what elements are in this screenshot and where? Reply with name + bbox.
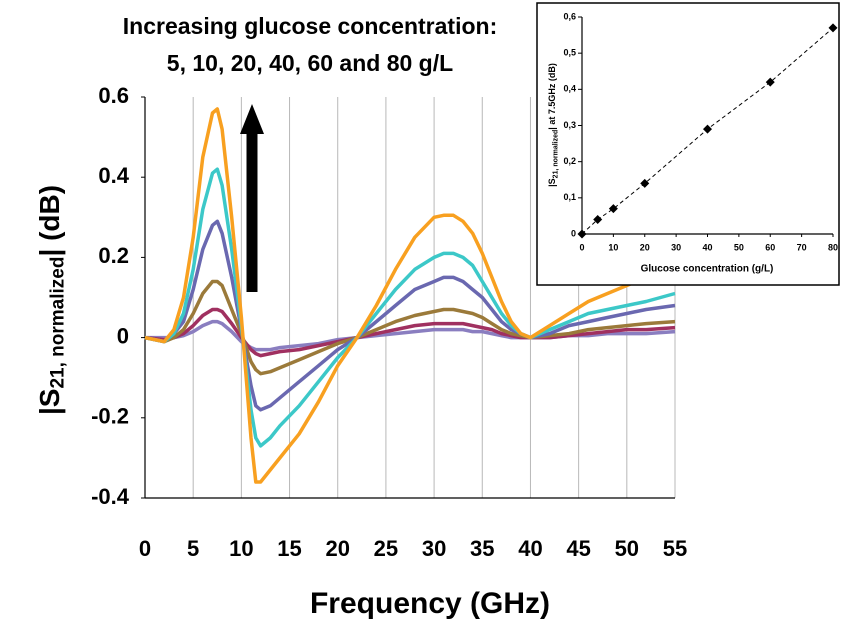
x-tick-label: 10: [608, 242, 618, 252]
x-tick-label: 25: [374, 536, 398, 561]
y-axis-label: |S21, normalized| (dB): [34, 185, 68, 415]
x-tick-label: 15: [277, 536, 301, 561]
x-tick-label: 35: [470, 536, 494, 561]
y-axis-label-part: | at 7.5GHz (dB): [547, 63, 557, 130]
x-axis-label: Glucose concentration (g/L): [641, 264, 774, 275]
y-axis-label-part: | (dB): [34, 185, 65, 257]
y-axis-label-part: 21, normalized: [48, 257, 69, 389]
inset-chart: 0 10 20 30 40 50 60 70 80 0 0,1 0,2 0,3 0,4 0,5 0,6 Gluc…: [547, 11, 838, 274]
x-tick-label: 70: [797, 242, 807, 252]
increase-arrow: [240, 104, 264, 292]
y-tick-label: -0.2: [91, 404, 129, 429]
x-tick-label: 50: [615, 536, 639, 561]
y-tick-label: 0,5: [563, 48, 576, 58]
data-point: [608, 204, 618, 214]
annotation: Increasing glucose concentration:: [123, 13, 497, 39]
y-tick-label: 0,2: [563, 156, 576, 166]
x-tick-label: 30: [422, 536, 446, 561]
y-tick-label: 0,1: [563, 192, 576, 202]
annotation: 5, 10, 20, 40, 60 and 80 g/L: [167, 50, 453, 76]
y-tick-label: -0.4: [91, 484, 130, 509]
arrow-head: [240, 104, 264, 134]
x-tick-label: 55: [663, 536, 687, 561]
y-tick-label: 0: [571, 228, 576, 238]
x-tick-label: 60: [765, 242, 775, 252]
y-tick-label: 0.2: [98, 243, 129, 268]
x-tick-label: 0: [139, 536, 151, 561]
x-tick-label: 30: [671, 242, 681, 252]
y-tick-label: 0.6: [98, 83, 129, 108]
x-tick-label: 10: [229, 536, 253, 561]
y-axis-label-part: 21, normalized: [552, 130, 559, 179]
inset-frame: [536, 2, 840, 286]
x-tick-label: 0: [579, 242, 584, 252]
y-tick-label: 0.4: [98, 163, 129, 188]
data-point: [703, 124, 712, 134]
main-chart: 0 5 10 15 20 25 30 35 40 45 50 55 -0.4 -0.2 0 0.2 0.4 0.6…: [34, 13, 687, 620]
x-tick-label: 40: [702, 242, 712, 252]
y-axis-label: |S21, normalized| at 7.5GHz (dB): [547, 63, 559, 187]
y-axis-label-part: |S: [34, 389, 65, 416]
data-point: [765, 77, 775, 87]
x-tick-label: 20: [640, 242, 650, 252]
x-tick-label: 20: [325, 536, 349, 561]
x-tick-label: 5: [187, 536, 199, 561]
series-line: [144, 107, 676, 484]
x-tick-label: 40: [518, 536, 542, 561]
y-tick-label: 0,3: [563, 120, 576, 130]
y-tick-label: 0,4: [563, 84, 576, 94]
x-tick-label: 80: [828, 242, 838, 252]
x-axis-label: Frequency (GHz): [310, 587, 550, 620]
data-point: [593, 215, 603, 225]
data-point: [577, 229, 587, 239]
data-point: [828, 23, 838, 33]
x-tick-label: 45: [566, 536, 590, 561]
x-tick-label: 50: [734, 242, 744, 252]
data-point: [640, 178, 650, 188]
y-tick-label: 0,6: [563, 11, 576, 21]
y-tick-label: 0: [117, 323, 129, 348]
y-axis-label-part: |S: [547, 178, 557, 187]
